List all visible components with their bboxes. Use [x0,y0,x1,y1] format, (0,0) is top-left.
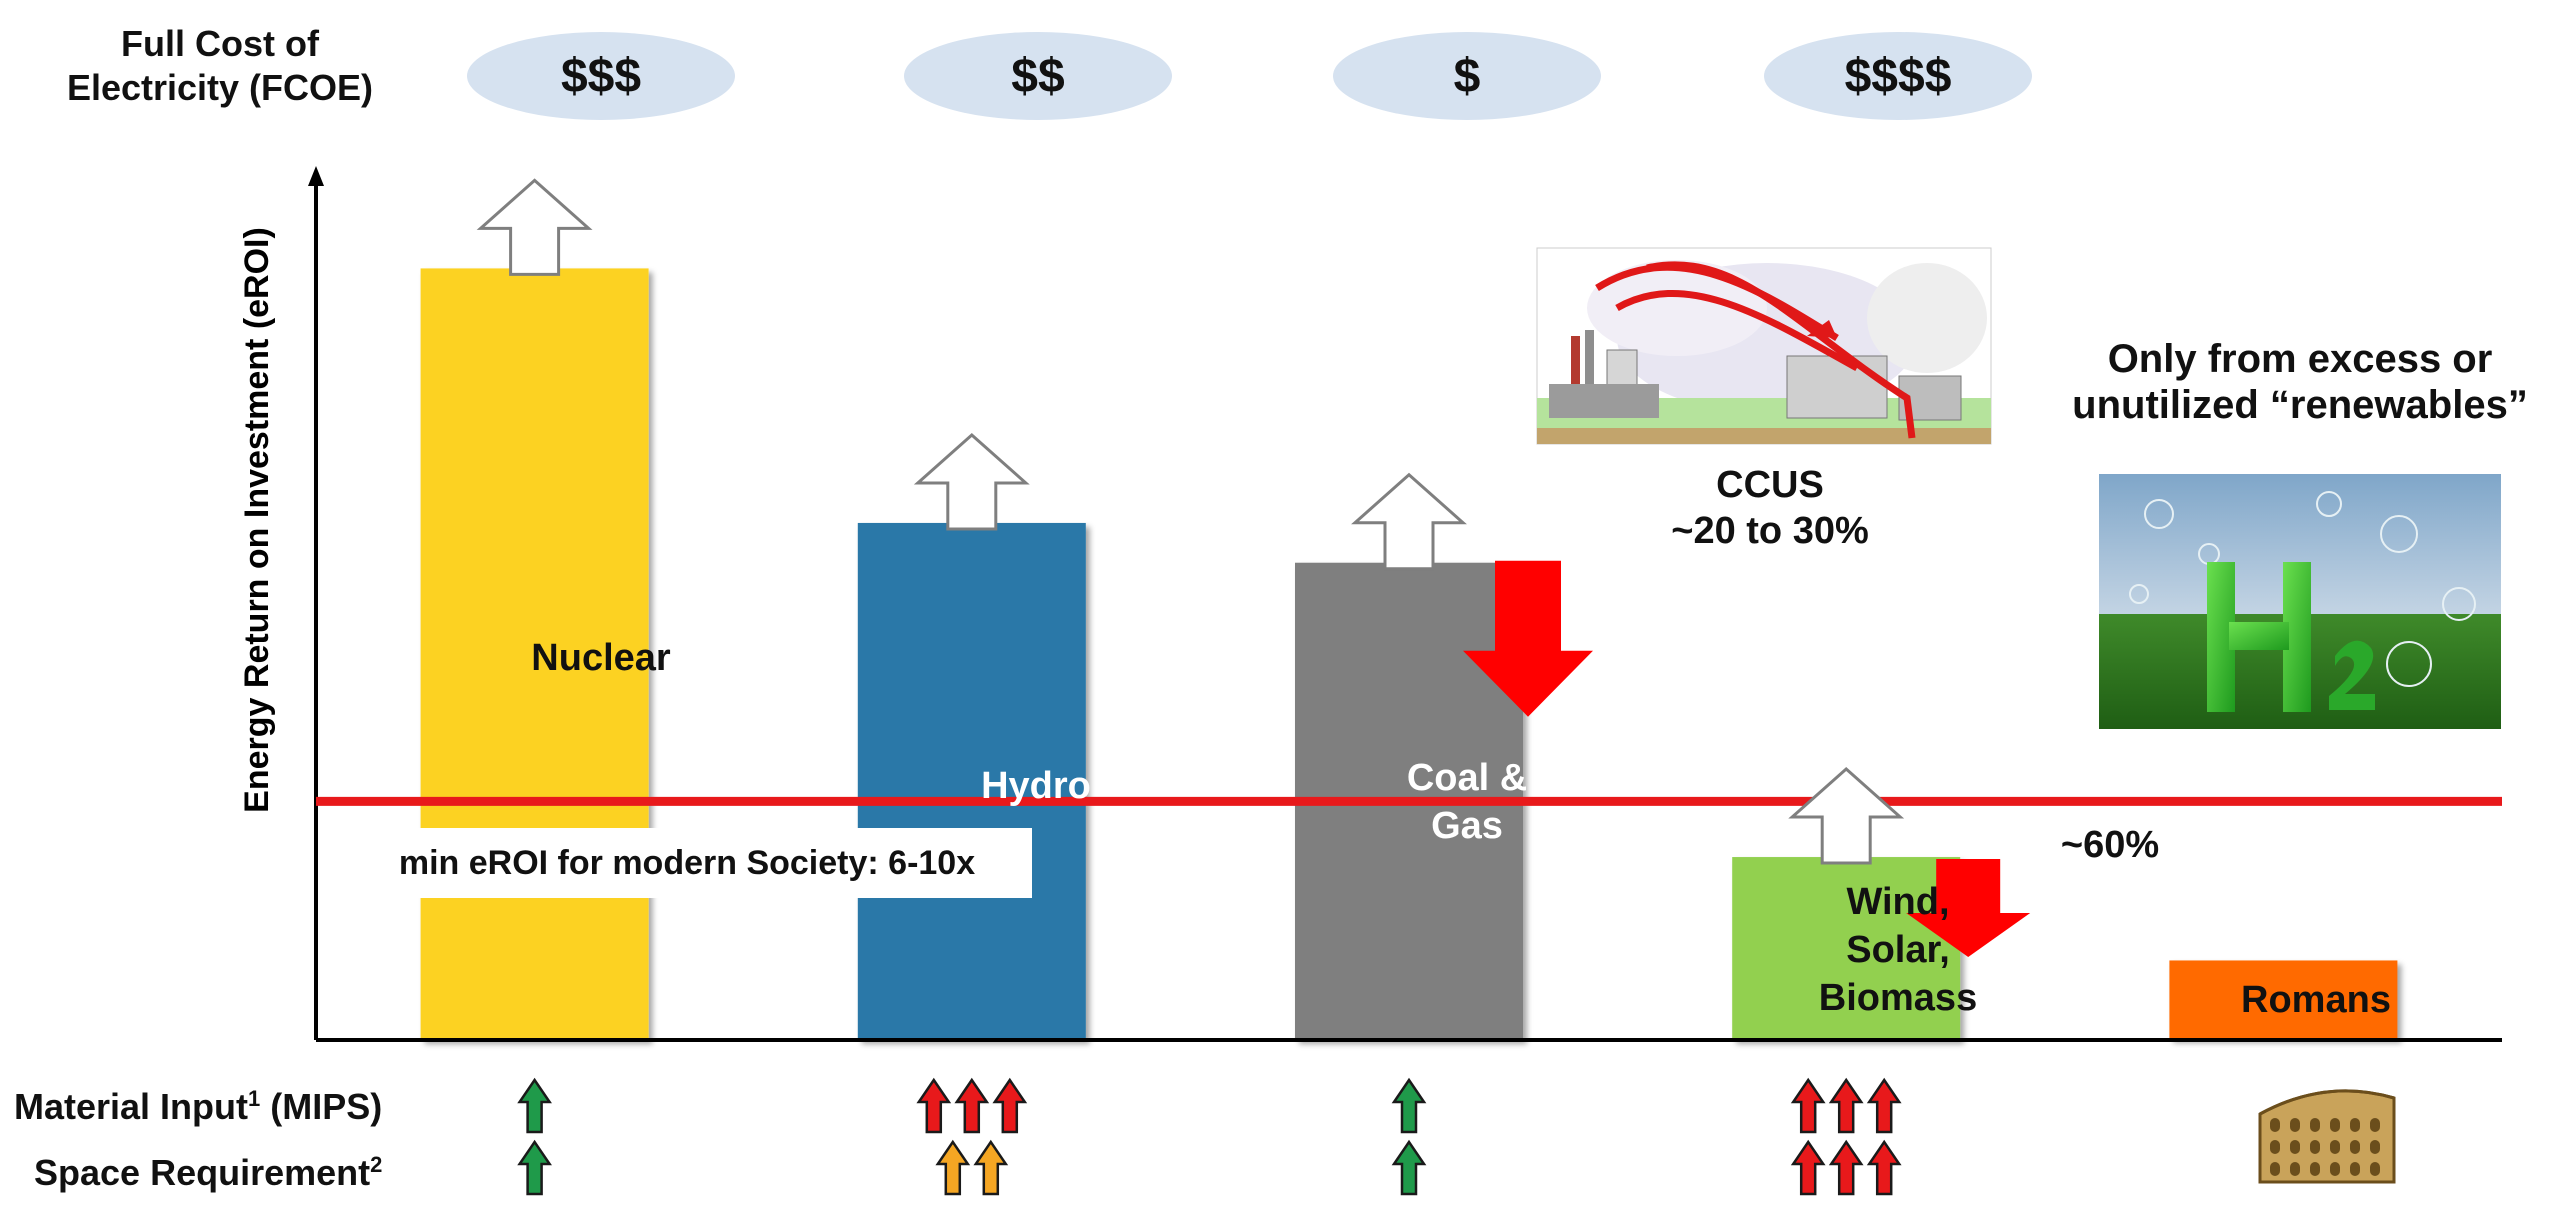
fcoe-hydro: $$ [904,32,1172,120]
bar-label-wind-solar-biomass: Wind, Solar, Biomass [1782,878,2014,1022]
fcoe-title-line1: Full Cost of [121,23,319,64]
space-requirement-text: Space Requirement [34,1152,371,1193]
space-requirement-arrow-coal-gas-1 [1391,1139,1427,1196]
bar-label-wind-line2: Solar, [1846,929,1950,971]
space-requirement-footnote: 2 [370,1152,383,1177]
colosseum-window [2370,1162,2380,1176]
colosseum-window [2270,1162,2280,1176]
material-input-arrow-hydro-1 [916,1077,952,1134]
space-requirement-arrow-wind-solar-biomass-1 [1790,1139,1826,1196]
bar-romans [2169,960,2398,1039]
space-requirement-arrow-hydro-1 [935,1139,971,1196]
fcoe-title-line2: Electricity (FCOE) [66,67,374,108]
space-requirement-arrow-wind-solar-biomass-3 [1866,1139,1902,1196]
y-axis-label: Energy Return on Investment (eROI) [238,227,276,813]
fcoe-wind-solar: $$$$ [1764,32,2032,120]
material-input-text: Material Input [14,1086,249,1127]
material-input-arrow-nuclear-1 [517,1077,552,1134]
upside-arrow-coal-gas [1351,472,1467,571]
y-axis-arrowhead [308,166,324,186]
bar-label-hydro: Hydro [981,765,1091,807]
upside-arrow-nuclear [476,178,593,276]
colosseum-window [2350,1140,2360,1154]
row-label-material-input: Material Input1 (MIPS) [14,1086,382,1128]
space-requirement-arrow-hydro-2 [973,1139,1009,1196]
space-requirement-arrow-nuclear-1 [517,1139,552,1196]
penalty-arrow-coal-gas [1463,560,1593,717]
upside-arrow-hydro [913,432,1030,531]
material-input-footnote: 1 [248,1086,261,1111]
bar-wind-solar-biomass [1732,857,1961,1040]
fcoe-nuclear: $$$ [467,32,735,120]
colosseum-window [2370,1118,2380,1132]
upside-arrow-wind-solar-biomass [1788,767,1905,865]
hydrogen-note: Only from excess or unutilized “renewabl… [2040,336,2560,428]
space-requirement-arrow-wind-solar-biomass-2 [1828,1139,1864,1196]
bar-label-coal-line1: Coal & [1406,757,1528,799]
colosseum-window [2330,1162,2340,1176]
colosseum-window [2330,1140,2340,1154]
upside-arrows [476,178,1905,865]
bar-nuclear [420,268,649,1041]
fcoe-coal-gas: $ [1333,32,1601,120]
ccus-label: CCUS [1716,464,1824,506]
material-input-arrow-wind-solar-biomass-1 [1790,1077,1826,1134]
ccus-annotation: CCUS ~20 to 30% [1620,462,1920,554]
hydrogen-note-line1: Only from excess or [2107,337,2493,381]
fcoe-title: Full Cost of Electricity (FCOE) [40,22,400,110]
colosseum-icon [2258,1089,2396,1184]
ccus-percent: ~20 to 30% [1671,510,1869,552]
colosseum-window [2310,1118,2320,1132]
colosseum-windows [2270,1118,2380,1176]
bar-label-wind-line3: Biomass [1818,977,1978,1019]
ccus-image [1536,247,1992,445]
colosseum-window [2290,1118,2300,1132]
colosseum-window [2370,1140,2380,1154]
penalty-arrows [1463,560,2031,958]
colosseum-window [2310,1140,2320,1154]
threshold-label: min eROI for modern Society: 6-10x [342,828,1032,898]
bar-label-coal-line2: Gas [1431,805,1503,847]
bar-label-romans: Romans [2241,979,2391,1021]
material-input-arrow-wind-solar-biomass-3 [1866,1077,1902,1134]
colosseum-window [2270,1118,2280,1132]
bar-hydro [857,522,1086,1040]
hydrogen-image [2099,474,2501,729]
penalty-arrow-wind-solar-biomass [1906,859,2031,958]
colosseum-window [2350,1162,2360,1176]
material-input-arrow-wind-solar-biomass-2 [1828,1077,1864,1134]
material-input-arrow-hydro-2 [954,1077,990,1134]
material-input-arrow-coal-gas-1 [1391,1077,1427,1134]
colosseum-window [2290,1162,2300,1176]
colosseum-window [2270,1140,2280,1154]
bar-label-coal-gas: Coal & Gas [1351,754,1583,850]
colosseum-window [2290,1140,2300,1154]
wind-penalty-label: ~60% [2060,824,2160,866]
bar-label-nuclear: Nuclear [531,637,671,679]
colosseum-window [2350,1118,2360,1132]
colosseum-window [2330,1118,2340,1132]
colosseum-window [2310,1162,2320,1176]
row-label-space-requirement: Space Requirement2 [34,1152,382,1194]
hydrogen-note-line2: unutilized “renewables” [2072,383,2528,427]
material-input-tail: (MIPS) [260,1086,383,1127]
bar-label-wind-line1: Wind, [1846,881,1950,923]
material-input-arrow-hydro-3 [992,1077,1028,1134]
